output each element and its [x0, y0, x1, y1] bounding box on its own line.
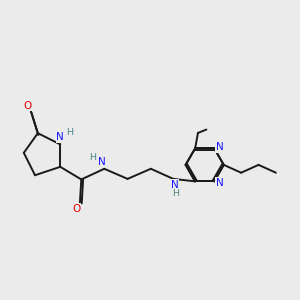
Text: N: N — [216, 142, 224, 152]
Text: N: N — [56, 132, 64, 142]
Text: H: H — [67, 128, 73, 137]
Text: N: N — [171, 180, 178, 190]
Text: O: O — [23, 101, 32, 111]
Text: H: H — [172, 189, 179, 198]
Text: H: H — [89, 152, 96, 161]
Text: N: N — [216, 178, 224, 188]
Text: N: N — [98, 157, 105, 167]
Text: O: O — [72, 204, 81, 214]
